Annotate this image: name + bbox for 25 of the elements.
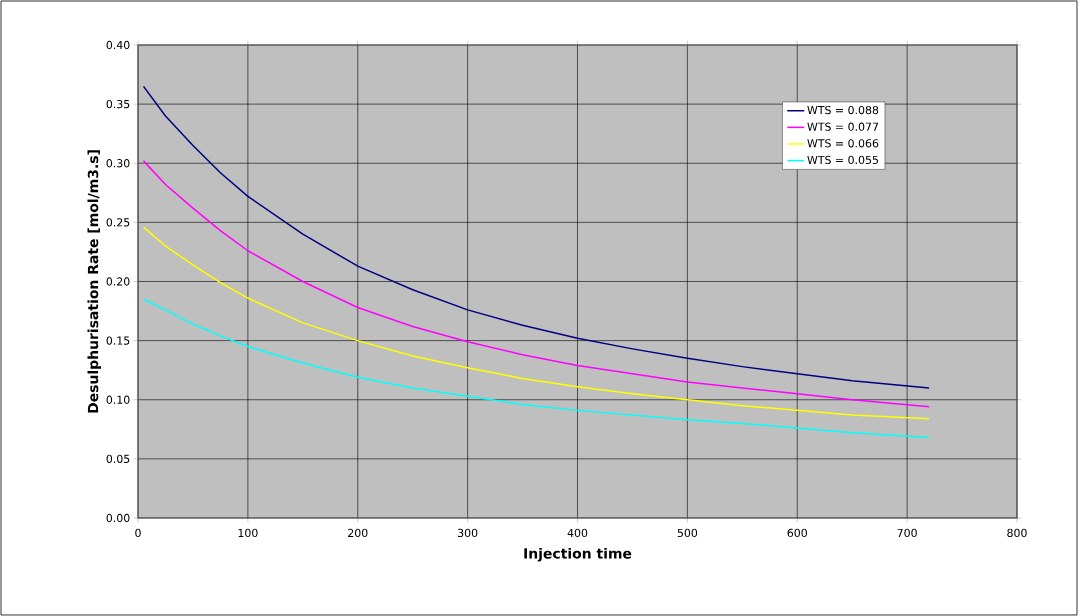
y-tick-label: 0.25 xyxy=(106,218,130,227)
y-tick-label: 0.35 xyxy=(106,99,130,109)
legend-label: WTS = 0.066 xyxy=(807,139,879,148)
y-tick-label: 0.00 xyxy=(106,513,130,523)
x-tick-label: 800 xyxy=(1007,528,1027,538)
x-tick-label: 600 xyxy=(787,528,807,538)
x-axis-title: Injection time xyxy=(524,547,632,562)
x-tick-label: 200 xyxy=(348,528,368,538)
y-tick-label: 0.10 xyxy=(106,395,130,404)
x-tick-label: 400 xyxy=(567,528,588,538)
y-tick-label: 0.40 xyxy=(106,40,130,50)
y-tick-label: 0.20 xyxy=(106,277,130,286)
x-tick-label: 0 xyxy=(135,528,141,538)
x-tick-label: 100 xyxy=(238,528,258,538)
x-tick-label: 700 xyxy=(897,528,917,538)
legend-label: WTS = 0.055 xyxy=(807,155,878,165)
y-tick-label: 0.15 xyxy=(106,336,130,345)
y-tick-label: 0.30 xyxy=(106,159,130,168)
y-axis-title: Desulphurisation Rate [mol/m3.s] xyxy=(87,150,101,413)
legend-label: WTS = 0.088 xyxy=(807,105,879,115)
line-series xyxy=(142,85,930,389)
x-tick-label: 300 xyxy=(458,528,478,538)
x-tick-label: 500 xyxy=(677,528,698,538)
y-tick-label: 0.05 xyxy=(106,454,130,464)
legend-label: WTS = 0.077 xyxy=(807,122,879,131)
